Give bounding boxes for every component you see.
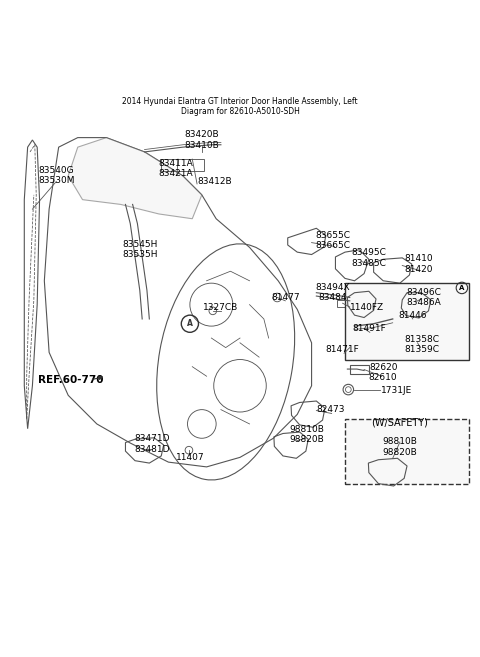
- Text: 98810B
98820B: 98810B 98820B: [383, 438, 417, 457]
- Text: 82620
82610: 82620 82610: [369, 363, 397, 382]
- Text: 83411A
83421A: 83411A 83421A: [158, 159, 193, 178]
- FancyBboxPatch shape: [345, 419, 469, 484]
- Text: 98810B
98820B: 98810B 98820B: [289, 424, 324, 444]
- Text: A: A: [187, 319, 193, 328]
- Text: 1731JE: 1731JE: [381, 386, 412, 395]
- Text: 83494X
83484: 83494X 83484: [316, 283, 350, 302]
- Text: 81477: 81477: [271, 293, 300, 302]
- Text: 83540G
83530M: 83540G 83530M: [38, 166, 74, 185]
- Text: 1327CB: 1327CB: [204, 302, 239, 311]
- Polygon shape: [68, 137, 202, 219]
- Text: REF.60-770: REF.60-770: [38, 375, 103, 385]
- Bar: [345, 283, 469, 359]
- Text: 81358C
81359C: 81358C 81359C: [405, 334, 440, 354]
- Text: 81491F: 81491F: [352, 324, 386, 333]
- Text: 83420B
83410B: 83420B 83410B: [184, 130, 219, 150]
- Text: 1140FZ: 1140FZ: [350, 302, 384, 311]
- Text: 83471D
83481D: 83471D 83481D: [134, 434, 169, 454]
- Text: 83495C
83485C: 83495C 83485C: [351, 248, 386, 267]
- Text: 83412B: 83412B: [197, 177, 232, 186]
- Text: 81446: 81446: [398, 311, 427, 320]
- Bar: [337, 300, 349, 307]
- Bar: [161, 159, 204, 171]
- Text: (W/SAFETY): (W/SAFETY): [372, 418, 428, 428]
- Text: 82473: 82473: [316, 405, 345, 414]
- Text: 81410
81420: 81410 81420: [405, 254, 433, 274]
- Text: A: A: [459, 285, 465, 291]
- Text: 81471F: 81471F: [326, 346, 360, 355]
- Text: 83496C
83486A: 83496C 83486A: [406, 288, 441, 307]
- Text: 11407: 11407: [176, 453, 204, 462]
- Text: 83545H
83535H: 83545H 83535H: [122, 240, 157, 260]
- Text: 2014 Hyundai Elantra GT Interior Door Handle Assembly, Left
Diagram for 82610-A5: 2014 Hyundai Elantra GT Interior Door Ha…: [122, 97, 358, 116]
- Bar: [350, 365, 369, 374]
- Text: 83655C
83665C: 83655C 83665C: [315, 231, 350, 250]
